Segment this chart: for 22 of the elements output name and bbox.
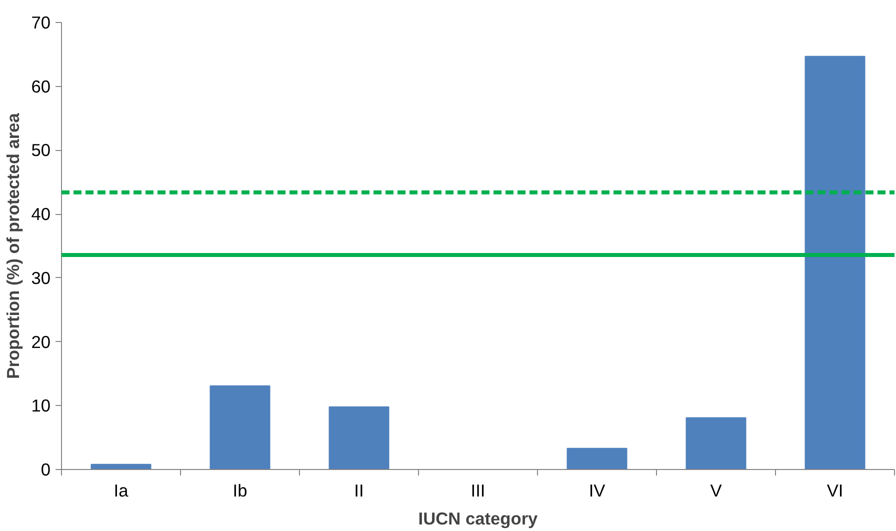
x-tick-label: III [470, 480, 486, 500]
y-tick-label: 40 [31, 204, 51, 224]
x-tick-label: II [354, 480, 364, 500]
x-tick-label: V [710, 480, 722, 500]
bar [328, 406, 390, 470]
y-tick-label: 0 [40, 460, 51, 480]
y-tick-label: 20 [31, 332, 51, 352]
y-tick-label: 70 [31, 12, 51, 32]
y-axis-title: Proportion (%) of protected area [3, 112, 24, 379]
bar [210, 385, 270, 470]
y-tick-label: 10 [31, 396, 51, 416]
bar [804, 56, 866, 470]
y-tick-label: 50 [31, 140, 51, 160]
y-tick-label: 60 [31, 76, 51, 96]
x-tick-label: Ib [232, 480, 248, 500]
x-tick-label: VI [826, 480, 844, 500]
x-axis-title: IUCN category [418, 508, 538, 528]
x-tick-label: IV [588, 480, 606, 500]
x-tick-label: Ia [114, 480, 129, 500]
bar [566, 448, 628, 470]
y-tick-label: 30 [31, 268, 51, 288]
bar [686, 417, 746, 470]
